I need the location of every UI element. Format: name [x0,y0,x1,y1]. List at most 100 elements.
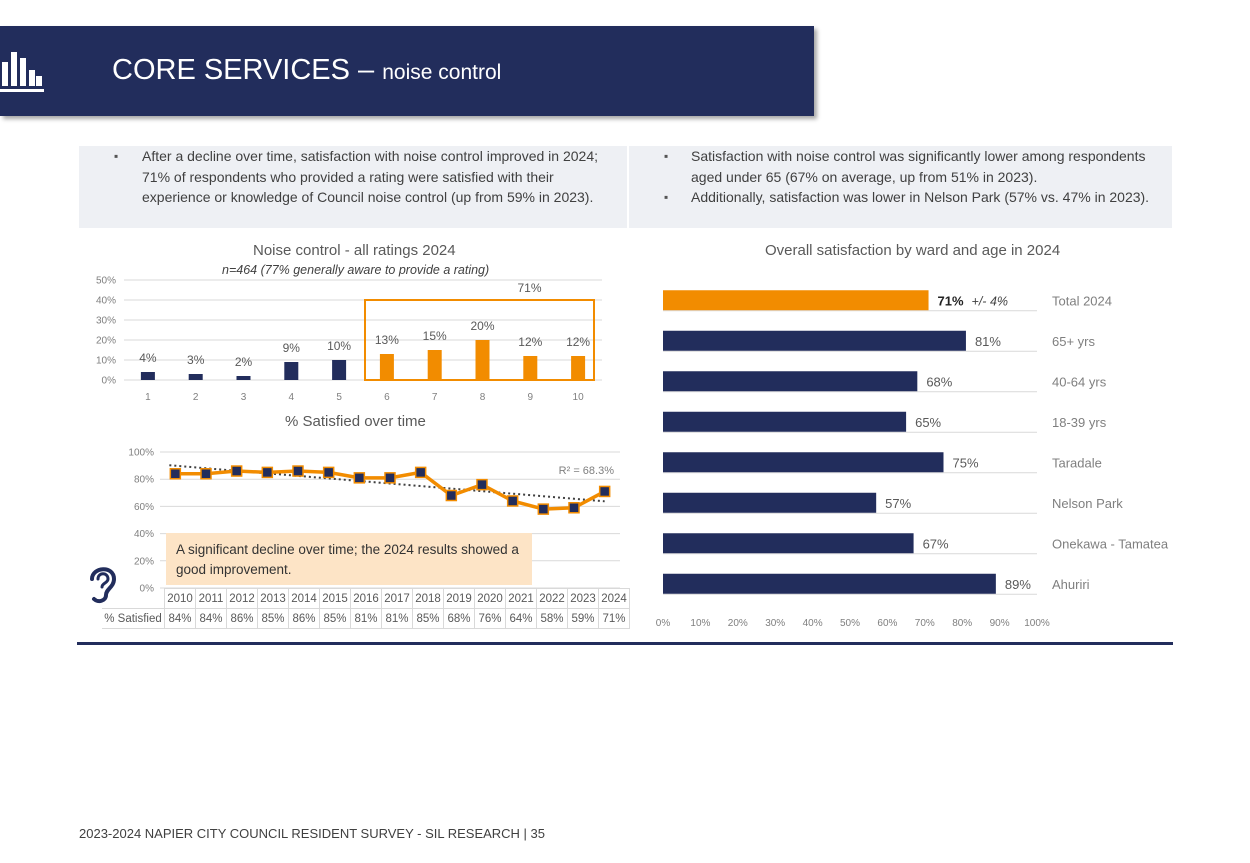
bar [571,356,586,380]
bar [663,290,929,311]
bar [663,371,918,392]
data-point [322,466,335,479]
data-label: 65% [915,415,941,430]
bar [663,533,914,554]
bar [236,376,251,380]
r2-label: R² = 68.3% [559,465,615,477]
category-label: Total 2024 [1052,293,1112,308]
x-tick-label: 10 [573,392,585,403]
year-cell: 2012 [226,588,258,609]
data-label: 3% [187,353,205,367]
category-label: Onekawa - Tamatea [1052,536,1169,551]
x-tick-label: 90% [990,618,1010,629]
data-point [353,472,366,484]
data-point [476,478,488,491]
y-tick-label: 80% [134,475,154,486]
data-label: 71% [938,293,964,308]
header-banner: CORE SERVICES – noise control [0,26,814,116]
y-tick-label: 0% [140,584,155,595]
summary-panel-right: Satisfaction with noise control was sign… [629,146,1172,228]
y-tick-label: 20% [96,336,116,347]
year-cell: 2013 [257,588,289,609]
bar [188,374,203,380]
value-cell: 58% [536,608,568,629]
value-cell: 85% [412,608,444,629]
table-corner [102,589,165,609]
page-title-main: CORE SERVICES [112,54,350,86]
y-tick-label: 60% [134,502,154,513]
bottom-rule [77,642,1173,645]
x-tick-label: 70% [915,618,935,629]
value-cell: 68% [443,608,475,629]
bar [663,573,996,594]
data-point [230,465,243,477]
y-tick-label: 30% [96,316,116,327]
category-label: Nelson Park [1052,496,1123,511]
table-row-label: % Satisfied [102,608,165,629]
page-title: CORE SERVICES – noise control [112,54,501,87]
ratings-chart-title: Noise control - all ratings 2024 [253,242,456,259]
data-point [568,502,580,514]
x-tick-label: 100% [1024,618,1050,629]
summary-bullet: Additionally, satisfaction was lower in … [629,187,1172,208]
y-tick-label: 100% [128,448,154,459]
value-cell: 84% [195,608,227,629]
category-label: 18-39 yrs [1052,415,1107,430]
data-label: 12% [518,335,542,349]
x-tick-label: 10% [690,618,710,629]
ratings-chart: 0%10%20%30%40%50%4%13%22%39%410%513%615%… [96,276,602,403]
year-cell: 2023 [567,588,599,609]
trend-chart-title: % Satisfied over time [285,413,426,430]
year-cell: 2011 [195,588,227,609]
x-tick-label: 1 [145,392,151,403]
x-tick-label: 7 [432,392,438,403]
data-label: 68% [926,374,952,389]
data-point [414,466,427,479]
data-point [261,466,274,479]
x-tick-label: 2 [193,392,199,403]
page-title-dash: – [358,54,375,86]
category-label: 40-64 yrs [1052,374,1107,389]
x-tick-label: 4 [289,392,295,403]
category-label: 65+ yrs [1052,334,1095,349]
x-tick-label: 5 [336,392,342,403]
data-point [537,503,550,515]
data-label: 13% [375,333,399,347]
bar [663,492,877,513]
year-cell: 2020 [474,588,506,609]
x-tick-label: 20% [728,618,748,629]
value-cell: 71% [598,608,630,629]
value-cell: 86% [288,608,320,629]
value-cell: 85% [257,608,289,629]
bar [663,330,966,351]
summary-panel-left: After a decline over time, satisfaction … [79,146,627,228]
year-cell: 2018 [412,588,444,609]
bar [379,354,394,380]
data-label: 9% [283,341,301,355]
x-tick-label: 0% [656,618,671,629]
x-tick-label: 6 [384,392,390,403]
y-tick-label: 20% [134,556,154,567]
year-cell: 2015 [319,588,351,609]
satisfied-by-year-table: 2010 2011 2012 2013 2014 2015 2016 2017 2018 2019… [102,588,630,629]
category-label: Taradale [1052,455,1102,470]
year-cell: 2024 [598,588,630,609]
x-tick-label: 9 [528,392,534,403]
value-cell: 85% [319,608,351,629]
data-label: 15% [423,329,447,343]
x-tick-label: 80% [952,618,972,629]
margin-of-error-label: +/- 4% [972,294,1008,308]
value-cell: 64% [505,608,537,629]
value-cell: 81% [350,608,382,629]
x-tick-label: 60% [877,618,897,629]
summary-bullet: Satisfaction with noise control was sign… [629,146,1172,187]
ward-age-chart-title: Overall satisfaction by ward and age in … [765,242,1061,259]
data-label: 75% [953,455,979,470]
footer-text: 2023-2024 NAPIER CITY COUNCIL RESIDENT S… [79,826,546,841]
value-cell: 81% [381,608,413,629]
data-label: 89% [1005,577,1031,592]
year-cell: 2017 [381,588,413,609]
value-cell: 59% [567,608,599,629]
y-tick-label: 40% [134,529,154,540]
bar [663,411,907,432]
